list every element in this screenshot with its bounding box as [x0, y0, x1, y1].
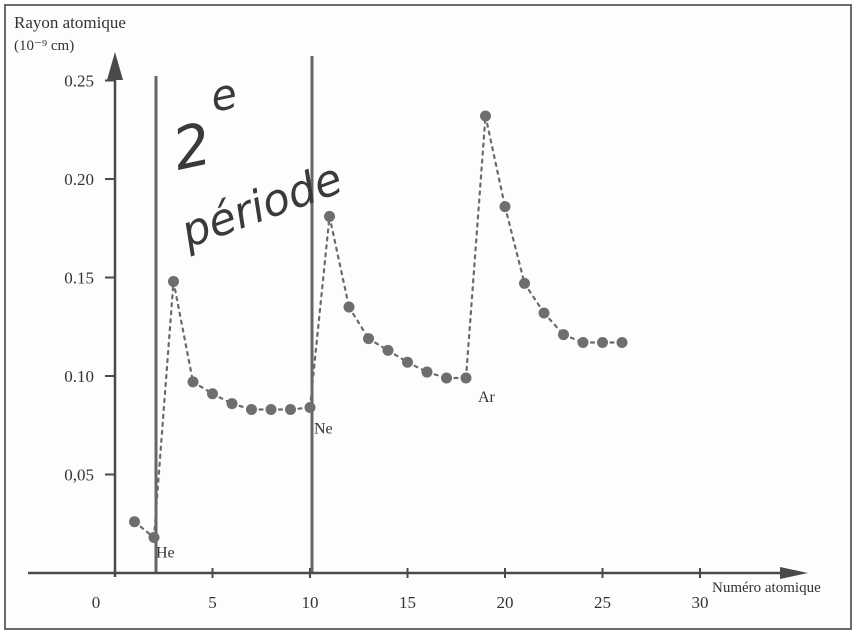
data-point: [304, 402, 316, 414]
y-axis-arrow: [107, 52, 123, 80]
data-point: [382, 344, 394, 356]
series-segment: [484, 114, 507, 208]
y-tick-label: 0,05: [64, 466, 94, 485]
series-segment: [347, 305, 370, 340]
data-point: [285, 403, 296, 415]
data-point: [168, 275, 179, 287]
x-tick-label: 25: [594, 593, 611, 612]
data-point: [460, 372, 472, 384]
data-point: [129, 516, 140, 528]
element-label: He: [156, 545, 175, 562]
data-point: [148, 532, 160, 544]
y-tick-label: 0.15: [64, 269, 94, 288]
series-segment: [172, 280, 195, 384]
x-tick-label: 15: [399, 593, 416, 612]
series-segment: [464, 114, 487, 380]
x-tick-label: 30: [692, 593, 709, 612]
y-tick-label: 0.10: [64, 367, 94, 386]
element-label: Ne: [314, 421, 333, 438]
data-point: [616, 337, 628, 349]
y-axis-label-line2: (10⁻⁹ cm): [14, 38, 74, 54]
annotation-period-superscript: e: [206, 68, 241, 121]
data-point: [324, 210, 335, 222]
data-point: [226, 398, 238, 410]
data-point: [558, 329, 569, 341]
data-point: [246, 403, 257, 415]
element-label: Ar: [478, 389, 496, 406]
x-tick-label: 20: [497, 593, 514, 612]
data-point: [402, 356, 413, 368]
data-point: [499, 201, 511, 213]
data-point: [207, 388, 218, 400]
data-point: [265, 403, 277, 415]
data-point: [577, 337, 589, 349]
data-point: [538, 307, 550, 319]
data-point: [363, 333, 374, 345]
data-point: [480, 110, 491, 122]
x-tick-label: 5: [208, 593, 217, 612]
handwritten-annotation: 2 e période: [167, 68, 349, 258]
series-segment: [503, 205, 526, 285]
series-segment: [523, 282, 546, 315]
x-tick-label: 0: [92, 593, 101, 612]
series-segment: [308, 215, 331, 409]
chart-frame: [4, 4, 852, 630]
y-tick-label: 0.25: [64, 72, 94, 91]
data-point: [519, 277, 530, 289]
data-point: [187, 376, 199, 388]
data-point: [343, 301, 355, 313]
data-point: [421, 366, 433, 378]
x-tick-label: 10: [302, 593, 319, 612]
x-axis-arrow: [780, 567, 808, 579]
y-axis-label-line1: Rayon atomique: [14, 13, 126, 32]
series-segment: [328, 215, 351, 309]
data-point: [441, 372, 452, 384]
data-point: [597, 337, 608, 349]
y-tick-label: 0.20: [64, 170, 94, 189]
annotation-period-number: 2: [167, 110, 217, 184]
series-segment: [152, 280, 175, 539]
x-axis-label: Numéro atomique: [712, 580, 821, 596]
